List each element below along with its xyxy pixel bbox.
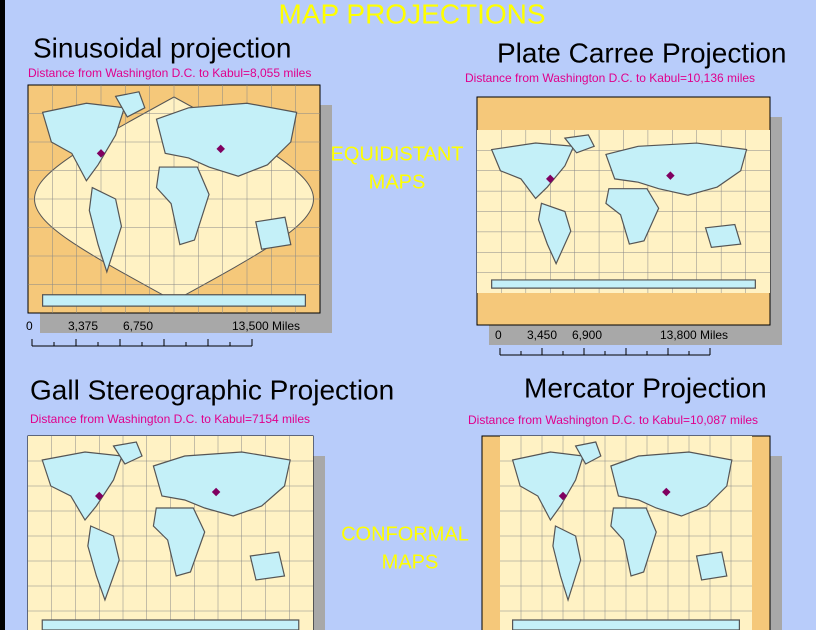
left-border — [0, 0, 5, 630]
group-label: EQUIDISTANT — [331, 143, 464, 165]
city-marker — [211, 487, 221, 497]
continent — [152, 451, 291, 517]
distance: Distance from Washington D.C. to Kabul=1… — [468, 413, 758, 427]
continent — [41, 102, 126, 182]
continent — [490, 142, 575, 200]
continent — [610, 451, 733, 517]
continent — [491, 279, 756, 289]
panel-title: Mercator Projection — [524, 372, 767, 403]
scale-label: 13,500 Miles — [232, 319, 300, 333]
distance: Distance from Washington D.C. to Kabul=1… — [465, 71, 755, 85]
continent — [41, 619, 300, 630]
continent — [41, 451, 123, 522]
continent — [112, 441, 143, 465]
continent — [574, 441, 602, 465]
city-marker — [216, 144, 225, 154]
continent — [155, 166, 210, 246]
continent — [88, 186, 123, 274]
scale-label: 6,750 — [123, 319, 153, 333]
continent — [511, 451, 584, 522]
group-label: MAPS — [382, 551, 439, 573]
continent — [511, 619, 741, 630]
continent — [155, 102, 298, 177]
scale-label: 0 — [495, 328, 502, 342]
panel-title: Gall Stereographic Projection — [30, 374, 394, 405]
scale-label: 0 — [26, 319, 33, 333]
city-marker — [95, 491, 104, 501]
scale-label: 6,900 — [572, 328, 602, 342]
continent — [605, 142, 748, 196]
page-title: MAP PROJECTIONS — [278, 0, 545, 29]
panel-title: Plate Carree Projection — [497, 37, 786, 68]
group-label: MAPS — [369, 171, 426, 193]
continent — [610, 507, 657, 577]
continent — [605, 188, 660, 245]
distance: Distance from Washington D.C. to Kabul=7… — [30, 412, 310, 426]
continent — [704, 223, 742, 249]
group-label: CONFORMAL — [341, 523, 469, 545]
city-marker — [662, 487, 671, 497]
continent — [114, 91, 146, 118]
continent — [537, 202, 572, 266]
continent — [695, 551, 728, 581]
distance: Distance from Washington D.C. to Kabul=8… — [28, 66, 311, 80]
continent — [152, 507, 206, 577]
city-marker — [558, 491, 568, 501]
continent — [563, 134, 596, 154]
panel-title: Sinusoidal projection — [33, 32, 291, 63]
scale-label: 3,375 — [68, 319, 98, 333]
continent — [249, 551, 286, 581]
scale-label: 13,800 Miles — [660, 328, 728, 342]
city-marker — [96, 149, 106, 158]
continent — [87, 525, 120, 602]
continent — [552, 525, 582, 602]
scale-label: 3,450 — [527, 328, 557, 342]
continent — [41, 294, 306, 307]
continent — [255, 216, 292, 250]
